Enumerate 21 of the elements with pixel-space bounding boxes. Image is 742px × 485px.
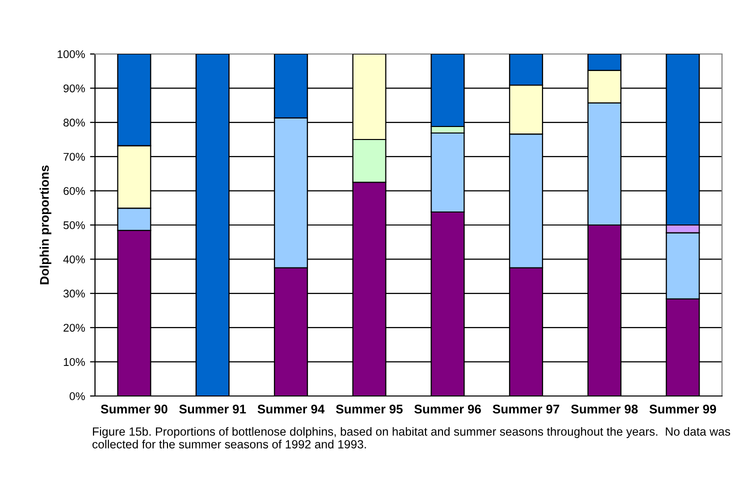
caption: Figure 15b. Proportions of bottlenose dolphins, based on habitat and summer seasons throughout the years. No data was collected for the summer seasons of 1992 and 1993. xyxy=(92,427,730,448)
y-tick-label: 100% xyxy=(58,50,85,58)
y-tick-label: 50% xyxy=(63,221,85,230)
x-tick-label: Summer 98 xyxy=(571,404,638,414)
y-tick-label: 10% xyxy=(64,358,85,366)
y-tick-label: 40% xyxy=(63,255,85,264)
x-tick-label: Summer 99 xyxy=(649,404,716,414)
x-tick-label: Summer 96 xyxy=(414,404,481,414)
y-tick-label: 20% xyxy=(64,324,85,332)
x-tick-label: Summer 94 xyxy=(258,404,325,414)
y-tick-label: 70% xyxy=(64,152,85,161)
y-tick-label: 60% xyxy=(64,187,85,195)
x-tick-label: Summer 97 xyxy=(492,404,560,414)
y-axis-title: Dolphin proportions xyxy=(40,165,52,284)
x-tick-label: Summer 91 xyxy=(179,404,246,414)
y-tick-label: 80% xyxy=(64,118,85,127)
y-tick-label: 30% xyxy=(63,290,85,298)
x-tick-label: Summer 95 xyxy=(336,404,403,414)
x-tick-label: Summer 90 xyxy=(100,404,168,414)
y-tick-label: 90% xyxy=(64,84,85,92)
y-tick-label: 0% xyxy=(70,392,85,400)
